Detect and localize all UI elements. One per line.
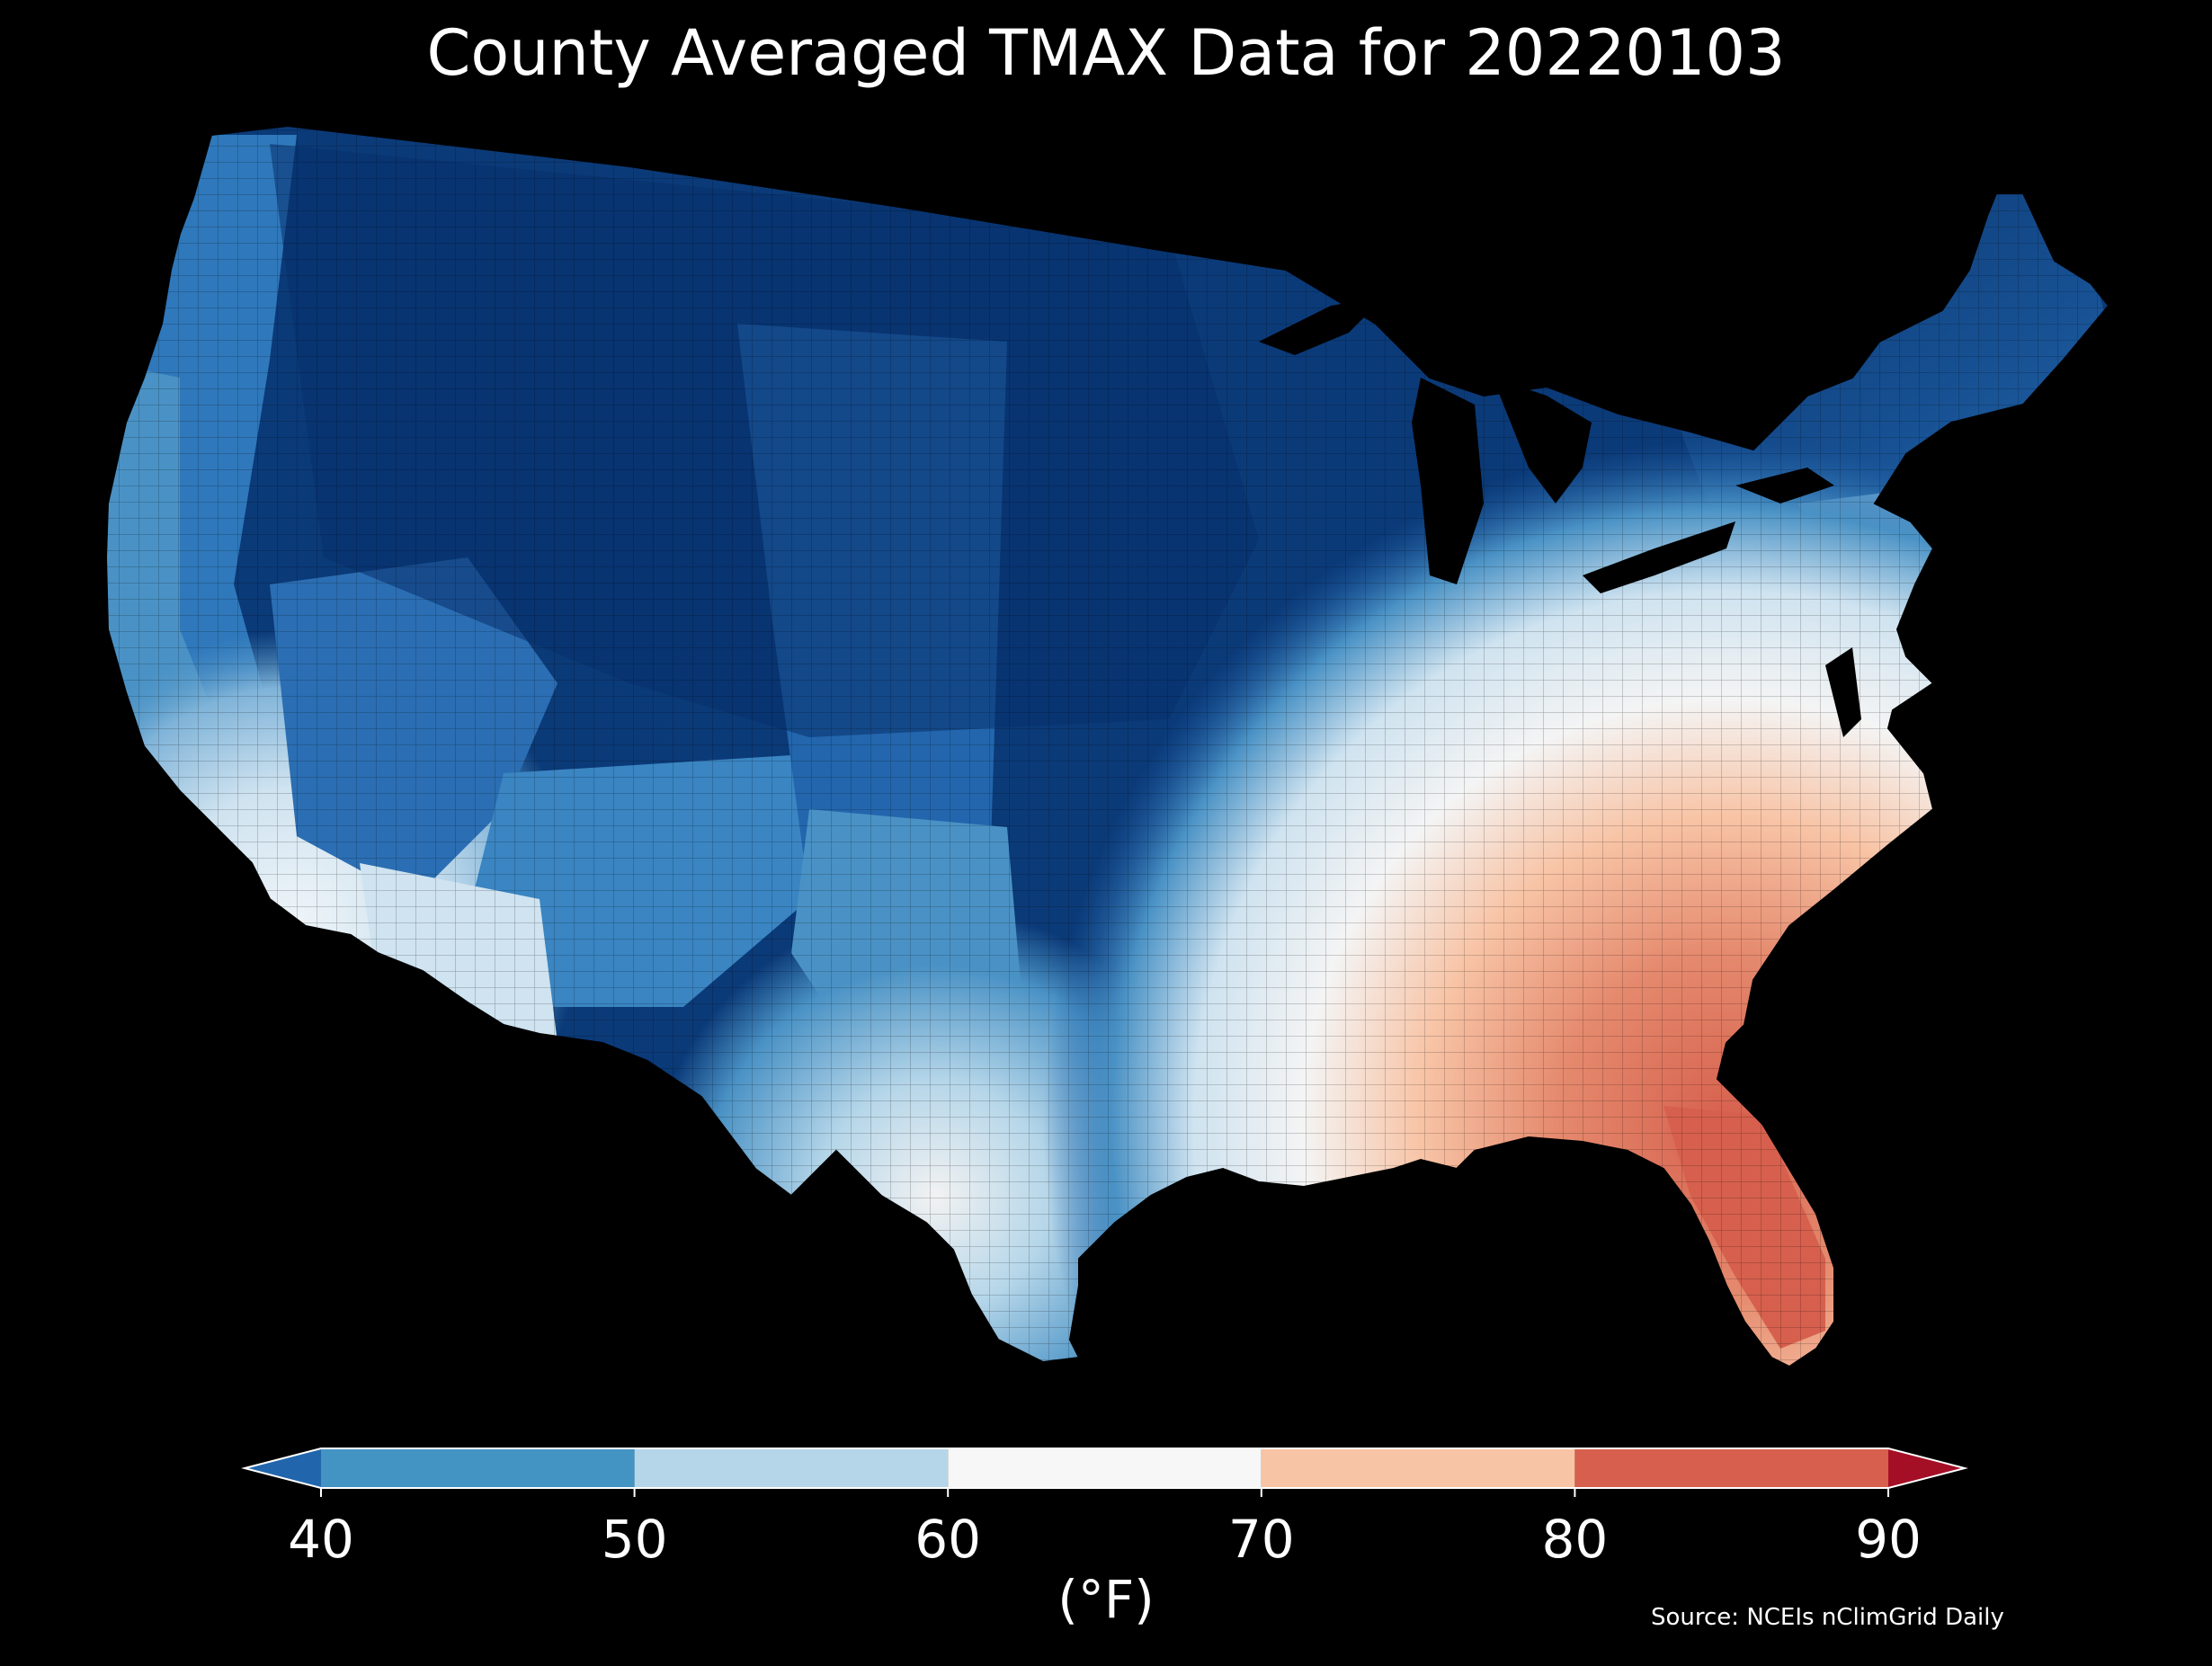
colorbar-tick-label: 50 (602, 1509, 668, 1570)
colorbar-bin (634, 1448, 949, 1488)
colorbar-bin (948, 1448, 1262, 1488)
colorbar-extend-low (245, 1448, 321, 1488)
colorbar-tick-label: 40 (288, 1509, 354, 1570)
colorbar-tick-label: 60 (914, 1509, 981, 1570)
great-lakes (1259, 297, 1861, 737)
colorbar-tick-label: 90 (1855, 1509, 1922, 1570)
colorbar-bin (321, 1448, 635, 1488)
colorbar-unit-label: (°F) (1057, 1569, 1155, 1630)
colorbar-bin (1574, 1448, 1888, 1488)
us-outline (104, 124, 2110, 1368)
colorbar-extend-high (1888, 1448, 1965, 1488)
source-note: Source: NCEIs nClimGrid Daily (1651, 1604, 2004, 1631)
colorbar-bin (1261, 1448, 1575, 1488)
map-title: County Averaged TMAX Data for 20220103 (426, 16, 1786, 90)
colorbar-tick-label: 80 (1541, 1509, 1608, 1570)
colorbar-tick-label: 70 (1228, 1509, 1295, 1570)
